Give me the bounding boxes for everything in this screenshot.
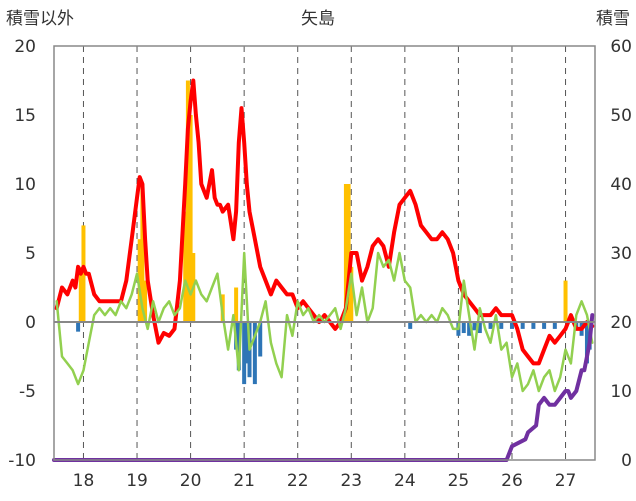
x-tick-label: 18	[73, 471, 95, 491]
bar	[78, 266, 83, 322]
right-tick-label: 40	[610, 175, 632, 195]
left-tick-label: 10	[14, 175, 36, 195]
x-tick-label: 19	[126, 471, 148, 491]
right-tick-label: 20	[610, 313, 632, 333]
bar	[542, 322, 547, 329]
left-tick-label: 5	[25, 244, 36, 264]
x-tick-label: 22	[287, 471, 309, 491]
bar	[140, 184, 145, 322]
right-axis-label: 積雪	[596, 9, 630, 29]
x-tick-label: 23	[340, 471, 362, 491]
vertical-gridlines	[82, 46, 567, 460]
left-axis-ticks: 20 15 10 5 0 -5 -10	[8, 37, 36, 471]
x-tick-label: 26	[501, 471, 523, 491]
left-tick-label: -10	[8, 451, 36, 471]
left-tick-label: 0	[25, 313, 36, 333]
bar	[185, 80, 190, 322]
bar	[349, 266, 354, 322]
left-axis-label: 積雪以外	[6, 9, 74, 29]
x-tick-label: 25	[448, 471, 470, 491]
bar-series	[76, 80, 592, 385]
right-tick-label: 50	[610, 106, 632, 126]
left-tick-label: 15	[14, 106, 36, 126]
bar	[584, 322, 589, 364]
bar	[143, 280, 148, 322]
bar	[472, 322, 477, 331]
left-tick-label: -5	[19, 382, 36, 402]
x-tick-label: 21	[233, 471, 255, 491]
plot-frame	[53, 45, 596, 461]
series-line	[52, 313, 595, 462]
right-tick-label: 60	[610, 37, 632, 57]
right-tick-label: 30	[610, 244, 632, 264]
bar	[499, 322, 504, 329]
x-tick-label: 20	[180, 471, 202, 491]
bar	[563, 280, 568, 322]
x-tick-label: 24	[394, 471, 416, 491]
bar	[408, 322, 413, 329]
bar	[520, 322, 525, 329]
x-axis-ticks: 18 19 20 21 22 23 24 25 26 27	[73, 471, 577, 491]
bar	[244, 322, 249, 364]
bar	[188, 115, 193, 322]
bar	[477, 322, 482, 334]
bar	[76, 322, 81, 332]
bar	[242, 322, 247, 385]
bar	[552, 322, 557, 329]
bar	[252, 322, 257, 385]
bar	[343, 184, 348, 322]
bar	[467, 322, 472, 336]
bar	[509, 322, 514, 329]
bar	[183, 211, 188, 322]
series-line	[54, 78, 595, 366]
x-tick-label: 27	[555, 471, 577, 491]
bar	[81, 225, 86, 322]
bar	[461, 322, 466, 334]
right-tick-label: 0	[621, 451, 632, 471]
bar	[488, 322, 493, 329]
right-axis-ticks: 60 50 40 30 20 10 0	[610, 37, 632, 471]
chart-title: 矢島	[301, 9, 335, 29]
right-tick-label: 10	[610, 382, 632, 402]
left-tick-label: 20	[14, 37, 36, 57]
bar	[346, 184, 351, 322]
bar	[234, 287, 239, 322]
bar	[258, 322, 263, 357]
bar	[531, 322, 536, 329]
bar	[137, 239, 142, 322]
